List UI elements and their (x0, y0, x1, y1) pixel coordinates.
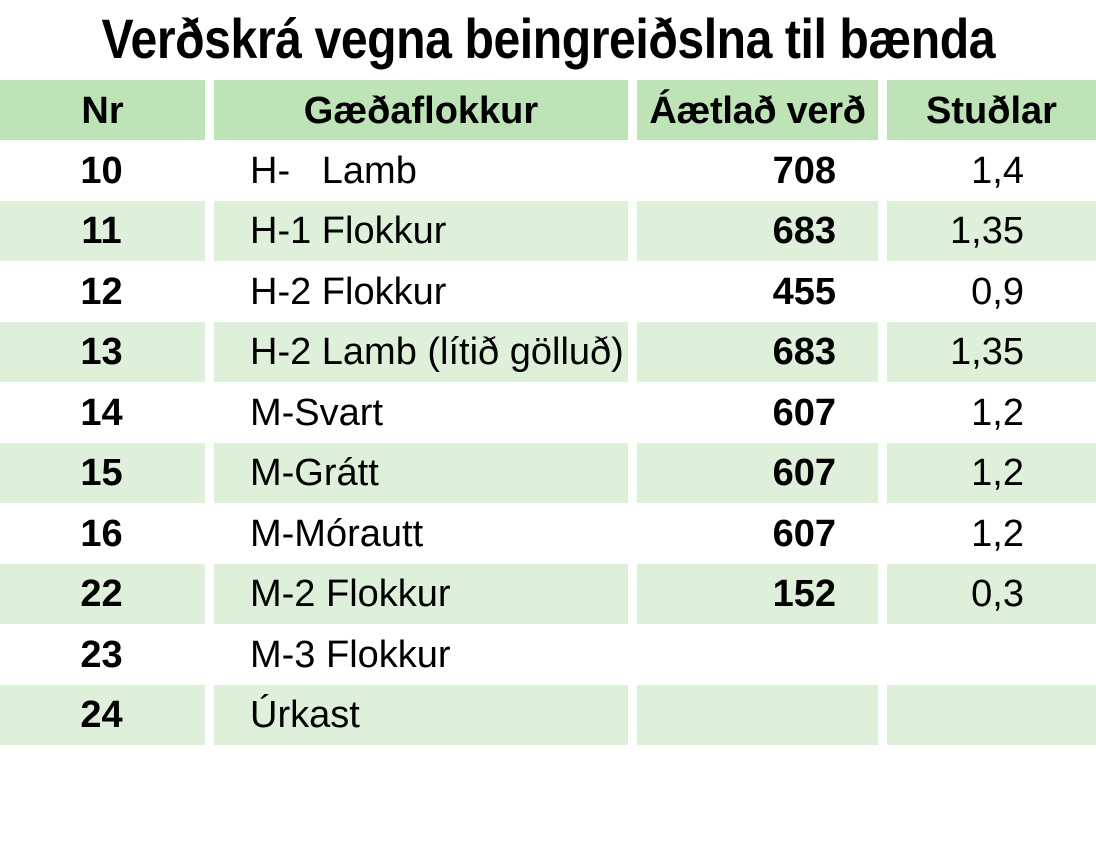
row-number: 13 (0, 322, 205, 382)
estimated-price (637, 625, 878, 685)
coefficient (887, 625, 1096, 685)
row-number: 16 (80, 512, 123, 555)
column-header-nr: Nr (0, 80, 205, 140)
estimated-price: 607 (772, 391, 836, 434)
row-number: 24 (0, 685, 205, 745)
table-row: 22 M-2 Flokkur 152 0,3 (0, 564, 1096, 624)
quality-class: H- Lamb (250, 149, 417, 192)
page-title: Verðskrá vegna beingreiðslna til bænda (101, 7, 996, 70)
estimated-price: 455 (772, 270, 836, 313)
row-number: 11 (0, 201, 205, 261)
row-number: 23 (80, 633, 123, 676)
row-number: 14 (80, 391, 123, 434)
column-header-coefficient: Stuðlar (887, 80, 1096, 140)
coefficient: 1,35 (887, 201, 1096, 261)
estimated-price: 607 (637, 443, 878, 503)
row-number: 22 (0, 564, 205, 624)
coefficient: 1,4 (971, 149, 1024, 192)
quality-class: H-2 Lamb (lítið gölluð) (214, 322, 628, 382)
table-header-row: Nr Gæðaflokkur Áætlað verð Stuðlar (0, 80, 1096, 140)
table-row: 24 Úrkast (0, 685, 1096, 745)
table-row: 14 M-Svart 607 1,2 (0, 383, 1096, 443)
coefficient: 1,2 (887, 443, 1096, 503)
table-row: 16 M-Mórautt 607 1,2 (0, 504, 1096, 564)
quality-class: M-Grátt (214, 443, 628, 503)
coefficient: 1,2 (971, 391, 1024, 434)
column-header-price: Áætlað verð (637, 80, 878, 140)
table-row: 12 H-2 Flokkur 455 0,9 (0, 262, 1096, 322)
quality-class: M-Mórautt (250, 512, 424, 555)
table-row: 11 H-1 Flokkur 683 1,35 (0, 201, 1096, 261)
quality-class: H-2 Flokkur (250, 270, 447, 313)
coefficient: 0,9 (971, 270, 1024, 313)
estimated-price: 152 (637, 564, 878, 624)
row-number: 12 (80, 270, 123, 313)
table-row: 10 H- Lamb 708 1,4 (0, 141, 1096, 201)
estimated-price: 607 (772, 512, 836, 555)
row-number: 15 (0, 443, 205, 503)
estimated-price: 683 (637, 322, 878, 382)
price-table: Nr Gæðaflokkur Áætlað verð Stuðlar 10 H-… (0, 80, 1096, 746)
coefficient: 1,35 (887, 322, 1096, 382)
table-row: 23 M-3 Flokkur (0, 625, 1096, 685)
quality-class: Úrkast (214, 685, 628, 745)
coefficient: 1,2 (971, 512, 1024, 555)
estimated-price: 683 (637, 201, 878, 261)
row-number: 10 (80, 149, 123, 192)
table-row: 13 H-2 Lamb (lítið gölluð) 683 1,35 (0, 322, 1096, 382)
column-header-quality: Gæðaflokkur (214, 80, 628, 140)
estimated-price (637, 685, 878, 745)
quality-class: H-1 Flokkur (214, 201, 628, 261)
estimated-price: 708 (772, 149, 836, 192)
coefficient (887, 685, 1096, 745)
quality-class: M-Svart (250, 391, 383, 434)
quality-class: M-3 Flokkur (250, 633, 451, 676)
table-row: 15 M-Grátt 607 1,2 (0, 443, 1096, 503)
quality-class: M-2 Flokkur (214, 564, 628, 624)
coefficient: 0,3 (887, 564, 1096, 624)
